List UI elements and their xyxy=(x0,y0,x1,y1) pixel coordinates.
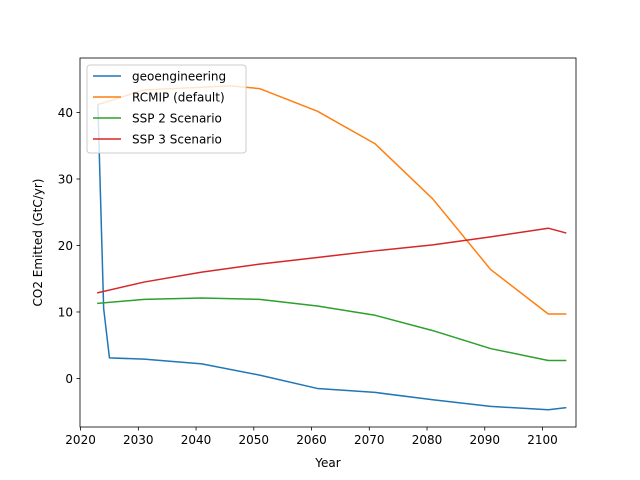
x-tick-label: 2030 xyxy=(123,433,154,447)
x-tick-label: 2090 xyxy=(469,433,500,447)
y-tick-label: 0 xyxy=(65,372,73,386)
x-tick-label: 2070 xyxy=(354,433,385,447)
x-tick-label: 2040 xyxy=(181,433,212,447)
legend: geoengineering RCMIP (default) SSP 2 Scena… xyxy=(86,64,247,154)
x-tick-label: 2020 xyxy=(65,433,96,447)
x-tick-label: 2060 xyxy=(296,433,327,447)
y-tick-label: 30 xyxy=(58,172,73,186)
legend-box xyxy=(86,64,247,154)
y-axis-label: CO2 Emitted (GtC/yr) xyxy=(31,179,45,307)
legend-label-0: geoengineering xyxy=(132,69,226,83)
axes-frame xyxy=(79,57,577,428)
y-tick-label: 10 xyxy=(58,305,73,319)
series-line-3 xyxy=(97,227,567,294)
x-axis-label: Year xyxy=(314,456,340,470)
y-axis: 0 10 20 30 40 xyxy=(58,106,80,386)
y-tick-label: 20 xyxy=(58,239,73,253)
legend-label-3: SSP 3 Scenario xyxy=(132,132,222,146)
x-axis: 2020 2030 2040 2050 2060 2070 2080 2090 2100 xyxy=(65,427,558,447)
y-tick-label: 40 xyxy=(58,106,73,120)
legend-label-1: RCMIP (default) xyxy=(132,90,225,104)
x-tick-label: 2100 xyxy=(527,433,558,447)
legend-label-2: SSP 2 Scenario xyxy=(132,111,222,125)
x-tick-label: 2080 xyxy=(412,433,443,447)
x-tick-label: 2050 xyxy=(239,433,270,447)
series-line-2 xyxy=(97,297,567,362)
series-line-0 xyxy=(97,103,567,411)
